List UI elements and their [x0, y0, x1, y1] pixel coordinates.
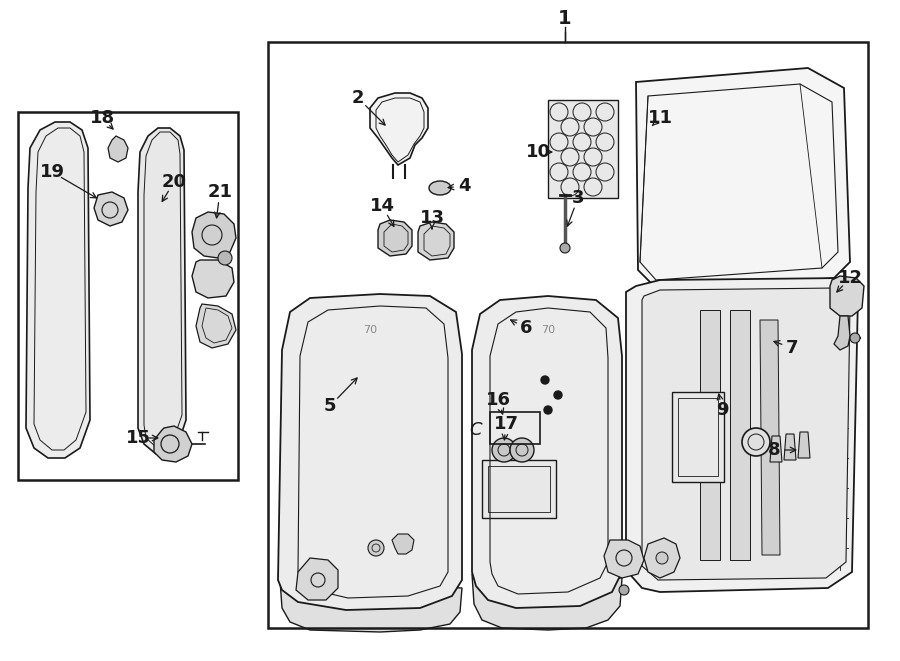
Polygon shape — [626, 278, 858, 592]
Polygon shape — [278, 294, 462, 610]
Circle shape — [510, 438, 534, 462]
Circle shape — [560, 243, 570, 253]
Text: 7: 7 — [786, 339, 798, 357]
Polygon shape — [370, 93, 428, 165]
Text: 14: 14 — [370, 197, 394, 215]
Text: 8: 8 — [768, 441, 780, 459]
Text: 20: 20 — [161, 173, 186, 191]
Polygon shape — [280, 580, 462, 632]
Text: 10: 10 — [526, 143, 551, 161]
Text: 17: 17 — [493, 415, 518, 433]
Ellipse shape — [429, 181, 451, 195]
Text: 6: 6 — [520, 319, 532, 337]
Polygon shape — [192, 260, 234, 298]
Circle shape — [656, 552, 668, 564]
Polygon shape — [644, 538, 680, 578]
Circle shape — [554, 391, 562, 399]
Polygon shape — [798, 432, 810, 458]
Polygon shape — [26, 122, 90, 458]
Polygon shape — [296, 558, 338, 600]
Text: 21: 21 — [208, 183, 232, 201]
Polygon shape — [196, 304, 236, 348]
Text: C: C — [470, 421, 482, 439]
Polygon shape — [672, 392, 724, 482]
Circle shape — [218, 251, 232, 265]
Text: 9: 9 — [716, 401, 728, 419]
Polygon shape — [418, 222, 454, 260]
Polygon shape — [378, 220, 412, 256]
Polygon shape — [138, 128, 186, 454]
Polygon shape — [830, 276, 864, 316]
Polygon shape — [392, 534, 414, 554]
Polygon shape — [730, 310, 750, 560]
Text: 1: 1 — [558, 9, 572, 28]
Text: 70: 70 — [541, 325, 555, 335]
Circle shape — [742, 428, 770, 456]
Circle shape — [368, 540, 384, 556]
Text: 13: 13 — [419, 209, 445, 227]
Circle shape — [492, 438, 516, 462]
Polygon shape — [642, 288, 850, 580]
Text: 11: 11 — [647, 109, 672, 127]
Polygon shape — [472, 296, 622, 608]
Polygon shape — [636, 68, 850, 292]
Polygon shape — [604, 540, 644, 578]
Polygon shape — [108, 136, 128, 162]
Text: 18: 18 — [89, 109, 114, 127]
Circle shape — [544, 406, 552, 414]
Polygon shape — [548, 100, 618, 198]
Polygon shape — [154, 426, 192, 462]
Polygon shape — [94, 192, 128, 226]
Text: 70: 70 — [363, 325, 377, 335]
Polygon shape — [760, 320, 780, 555]
Polygon shape — [834, 316, 850, 350]
Polygon shape — [770, 436, 782, 462]
Polygon shape — [482, 460, 556, 518]
Circle shape — [541, 376, 549, 384]
Text: 2: 2 — [352, 89, 365, 107]
Polygon shape — [472, 574, 622, 630]
Circle shape — [619, 585, 629, 595]
Text: 12: 12 — [838, 269, 862, 287]
Circle shape — [850, 333, 860, 343]
Text: 3: 3 — [572, 189, 584, 207]
Polygon shape — [784, 434, 796, 460]
Text: 4: 4 — [458, 177, 470, 195]
Text: 5: 5 — [324, 397, 337, 415]
Text: 19: 19 — [40, 163, 65, 181]
Polygon shape — [192, 212, 236, 258]
Polygon shape — [700, 310, 720, 560]
Text: 16: 16 — [485, 391, 510, 409]
Text: 15: 15 — [125, 429, 150, 447]
